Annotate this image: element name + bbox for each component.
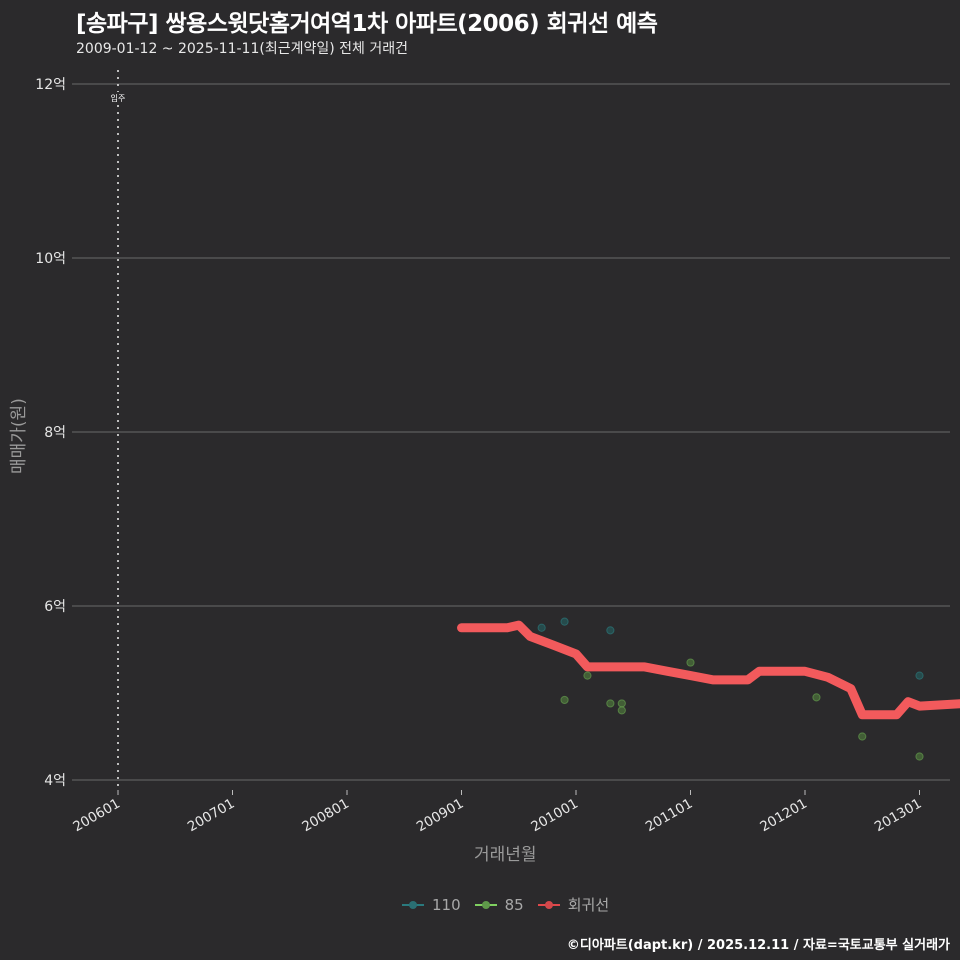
y-tick-label: 10억	[35, 251, 66, 267]
data-point	[583, 671, 592, 680]
legend-item-regression: 회귀선	[537, 894, 609, 915]
data-point	[560, 695, 569, 705]
data-point	[537, 623, 546, 632]
legend: 110 85 회귀선	[402, 894, 613, 915]
legend-key-85-icon	[474, 898, 497, 912]
y-tick-label: 8억	[44, 425, 66, 441]
chart-subtitle: 2009-01-12 ~ 2025-11-11(최근계약일) 전체 거래건	[76, 41, 408, 57]
data-point	[858, 732, 867, 741]
y-tick-label: 12억	[35, 77, 66, 93]
x-tick-label: 200601	[70, 796, 123, 836]
x-tick-label: 200701	[185, 796, 238, 836]
y-tick-label: 4억	[44, 773, 66, 789]
legend-item-110: 110	[402, 896, 461, 914]
move-in-label: 입주	[111, 94, 126, 103]
x-axis-label: 거래년월	[474, 845, 537, 865]
x-tick-label: 200901	[414, 796, 467, 836]
data-point	[812, 693, 821, 702]
data-point	[617, 699, 626, 708]
legend-key-regression-icon	[537, 898, 560, 912]
regression-segment	[457, 620, 960, 720]
x-axis-ticks: 200601 200701 200801 200901 201001 201101 2012…	[70, 790, 925, 836]
y-tick-label: 6억	[44, 599, 66, 615]
series-110-points	[537, 617, 924, 680]
legend-item-85: 85	[474, 896, 524, 914]
x-tick-label: 201201	[757, 796, 810, 836]
data-point	[915, 752, 924, 761]
y-axis-ticks: 4억 6억 8억 10억 12억	[35, 77, 66, 789]
data-point	[606, 699, 615, 708]
data-point	[686, 658, 695, 667]
series-85-points	[560, 658, 924, 761]
data-point	[606, 626, 615, 635]
x-tick-label: 200801	[299, 796, 352, 836]
grid-lines	[72, 83, 950, 781]
data-point	[617, 706, 626, 715]
move-in-marker: 입주	[109, 70, 127, 790]
x-tick-label: 201101	[643, 796, 696, 836]
data-point	[560, 617, 569, 626]
footer-credit: ©디아파트(dapt.kr) / 2025.12.11 / 자료=국토교통부 실…	[566, 938, 950, 953]
data-point	[915, 671, 924, 680]
x-tick-label: 201301	[872, 796, 925, 836]
legend-key-110-icon	[402, 898, 424, 912]
regression-line	[457, 620, 960, 720]
chart-title: [송파구] 쌍용스윗닷홈거여역1차 아파트(2006) 회귀선 예측	[76, 11, 658, 37]
x-tick-label: 201001	[528, 796, 581, 836]
